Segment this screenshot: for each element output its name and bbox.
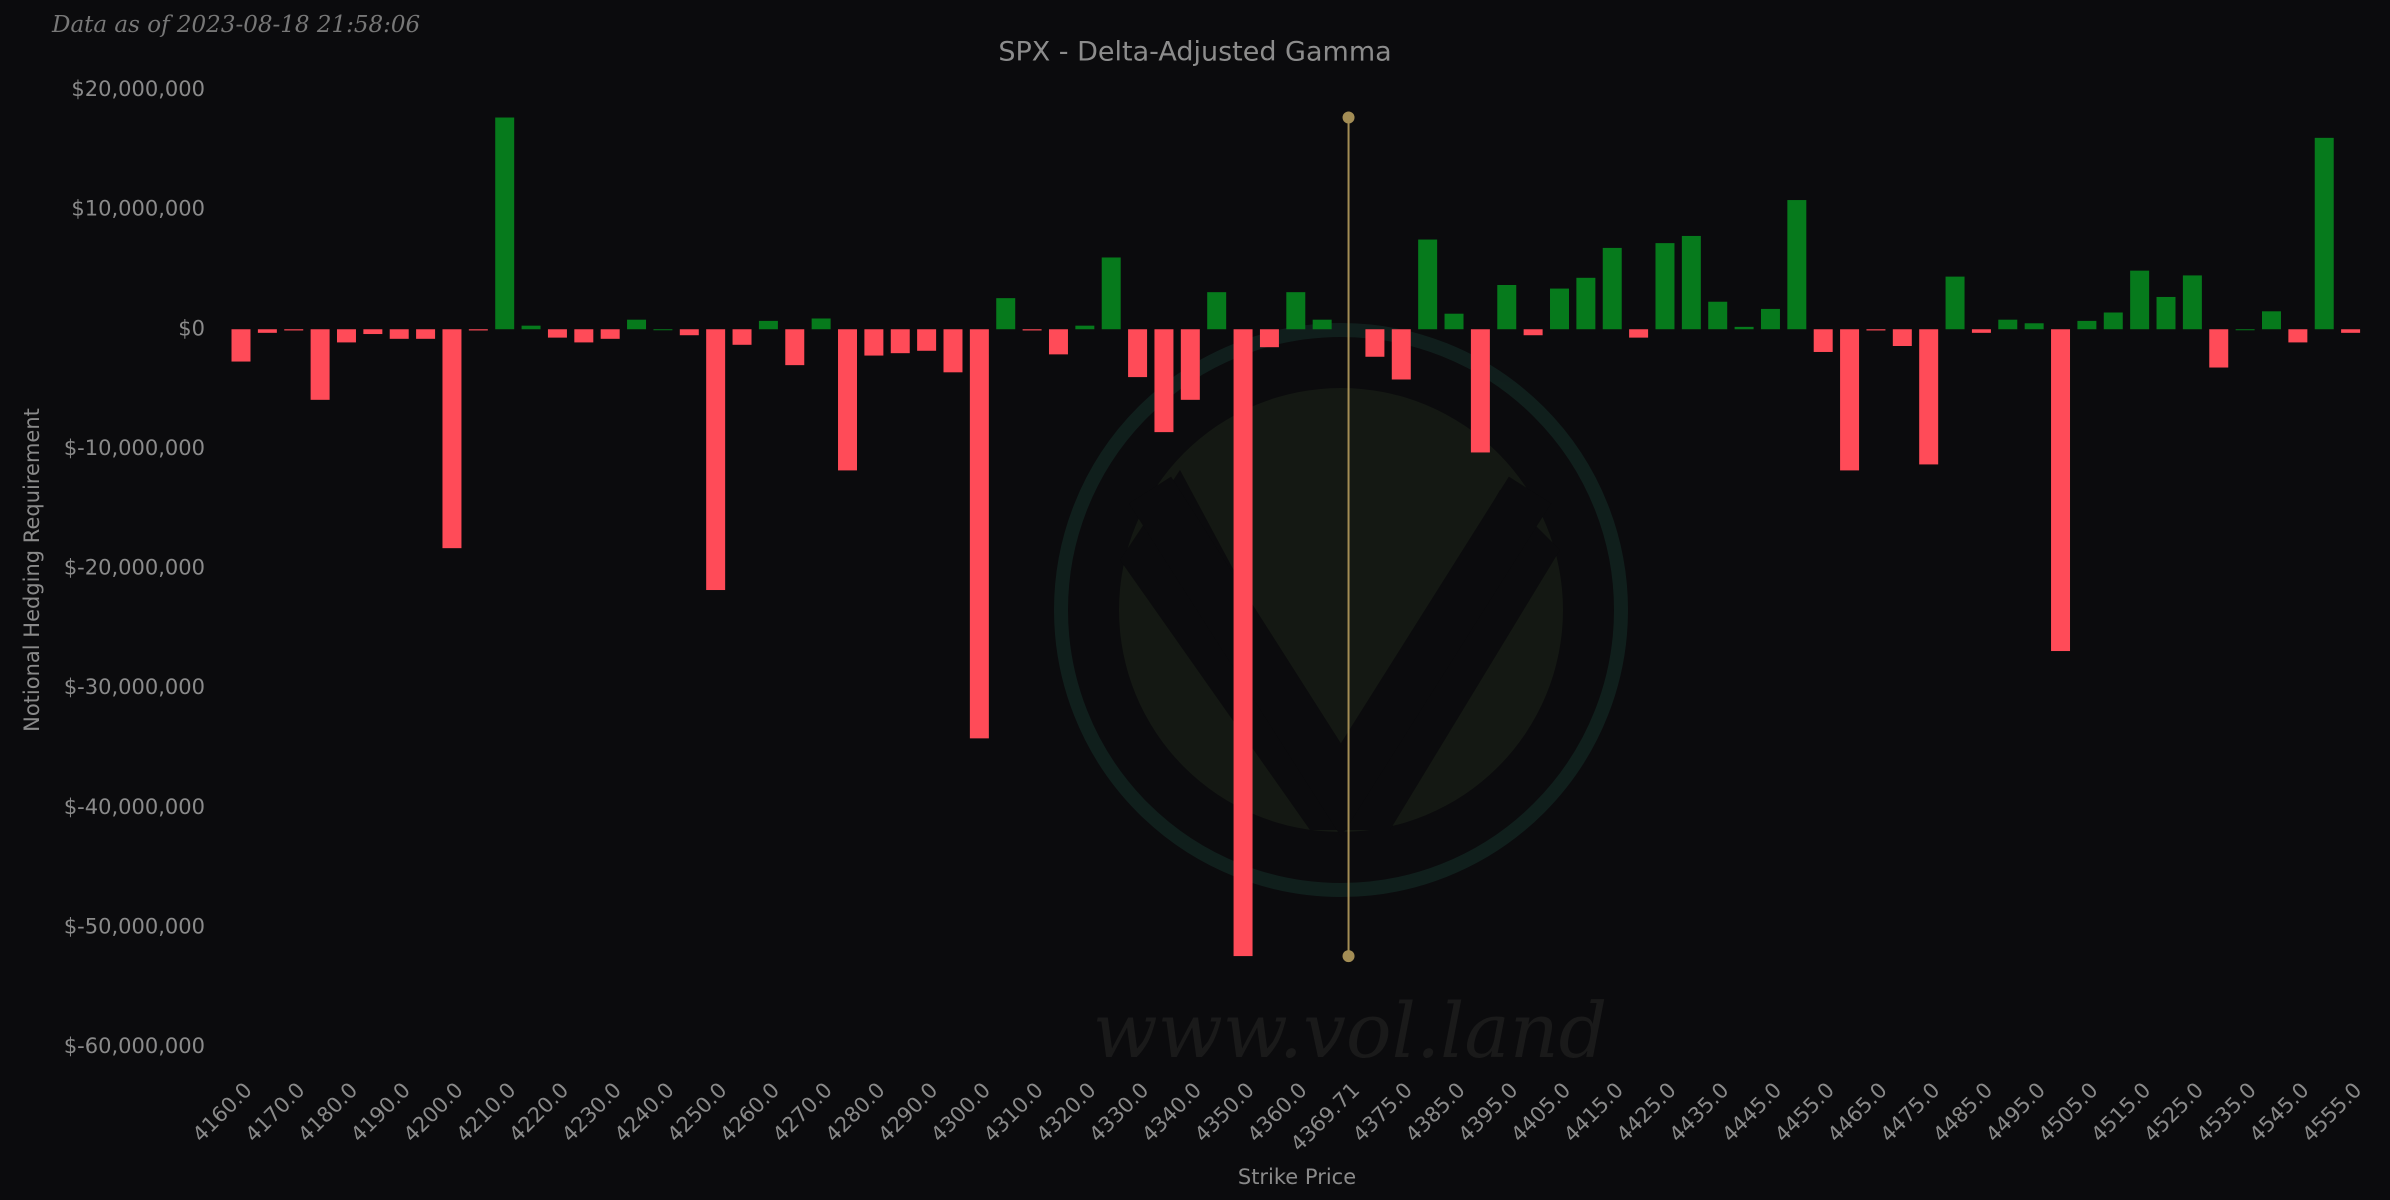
bar: [1418, 239, 1438, 330]
bar: [758, 320, 778, 330]
bar: [442, 329, 462, 549]
bar: [1681, 235, 1701, 330]
bar: [1233, 329, 1253, 957]
bar: [284, 329, 304, 331]
bar: [1734, 326, 1754, 330]
y-tick-label: $10,000,000: [71, 197, 205, 221]
bar: [1760, 308, 1780, 330]
bar: [2103, 312, 2123, 330]
bar: [1048, 329, 1068, 355]
reference-end: [1342, 111, 1355, 124]
bar: [1286, 292, 1306, 330]
bar: [1919, 329, 1939, 465]
bar: [1998, 319, 2018, 330]
bar: [1259, 329, 1279, 348]
bar: [2235, 329, 2255, 331]
y-tick-label: $-10,000,000: [64, 436, 205, 460]
note: Data as of 2023-08-18 21:58:06: [51, 12, 420, 38]
bar: [231, 329, 251, 362]
bar: [653, 329, 673, 331]
y-tick-label: $0: [178, 316, 205, 340]
bar: [1075, 325, 1095, 330]
bar: [336, 329, 356, 343]
bar: [1101, 257, 1121, 330]
bar: [389, 329, 409, 339]
bar: [2182, 275, 2202, 330]
bar: [1550, 288, 1569, 330]
bar: [1207, 292, 1227, 330]
bar: [257, 329, 277, 333]
bar: [838, 329, 858, 471]
bar: [1365, 329, 1385, 357]
bar: [2261, 311, 2281, 330]
bar: [600, 329, 620, 339]
bar: [1813, 329, 1833, 352]
bar: [1312, 319, 1332, 330]
bar: [1629, 329, 1649, 338]
bar: [811, 318, 831, 330]
bar: [1866, 329, 1886, 331]
bar: [363, 329, 383, 335]
bar: [1602, 247, 1622, 330]
watermark: www.vol.land: [1093, 986, 1608, 1075]
logo: [1054, 323, 1628, 897]
bar: [495, 117, 515, 330]
bar: [1497, 284, 1517, 330]
bar: [521, 325, 541, 330]
bar: [864, 329, 884, 356]
bar: [969, 329, 989, 739]
bar: [1787, 200, 1807, 330]
bar: [310, 329, 330, 400]
bar: [2024, 323, 2044, 330]
bar: [2051, 329, 2071, 652]
bar: [627, 319, 647, 330]
bar: [547, 329, 567, 338]
bar: [996, 298, 1016, 330]
bar: [890, 329, 910, 354]
bar: [1840, 329, 1860, 471]
y-tick-label: $-40,000,000: [64, 795, 205, 819]
bar: [785, 329, 805, 366]
bar: [1655, 243, 1675, 330]
bar: [2341, 329, 2361, 333]
bar: [1128, 329, 1148, 378]
bar: [1576, 277, 1596, 330]
bar: [2314, 137, 2334, 330]
bar: [679, 329, 699, 336]
bar: [1470, 329, 1490, 453]
bar: [706, 329, 726, 591]
bar: [917, 329, 937, 351]
y-tick-label: $-60,000,000: [64, 1034, 205, 1058]
bar: [1391, 329, 1411, 380]
bar: [2288, 329, 2308, 343]
bar: [1180, 329, 1200, 400]
y-tick-label: $-50,000,000: [64, 914, 205, 938]
bar: [1971, 329, 1991, 333]
y-axis-label: Notional Hedging Requirement: [20, 408, 44, 732]
bar: [574, 329, 594, 343]
reference-end: [1342, 950, 1355, 963]
bar: [468, 329, 488, 331]
bar: [2209, 329, 2229, 368]
bar: [2077, 320, 2097, 330]
y-tick-label: $20,000,000: [71, 77, 205, 101]
bar: [416, 329, 436, 339]
bar: [1444, 313, 1464, 330]
x-axis-label: Strike Price: [1238, 1165, 1356, 1189]
bar: [732, 329, 752, 345]
bar: [1154, 329, 1174, 433]
y-tick-label: $-20,000,000: [64, 556, 205, 580]
bar: [1022, 329, 1042, 331]
chart-title: SPX - Delta-Adjusted Gamma: [998, 37, 1391, 68]
bar: [2130, 270, 2150, 330]
y-tick-label: $-30,000,000: [64, 675, 205, 699]
bar: [1892, 329, 1912, 346]
bar: [943, 329, 963, 373]
bar: [1708, 301, 1728, 330]
bar: [2156, 296, 2176, 330]
bar: [1523, 329, 1543, 336]
bar: [1945, 276, 1965, 330]
